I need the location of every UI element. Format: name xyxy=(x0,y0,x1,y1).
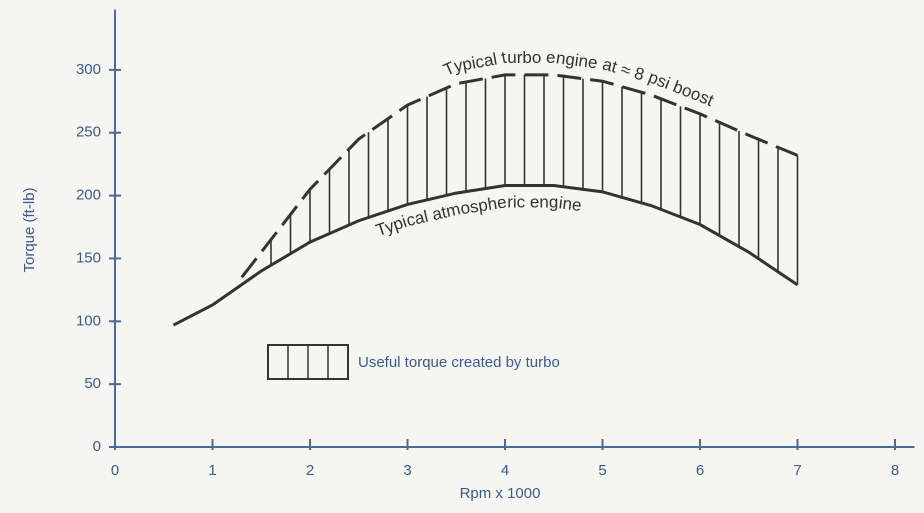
x-tick-label: 0 xyxy=(111,462,119,479)
x-axis-label: Rpm x 1000 xyxy=(460,485,541,502)
y-tick-label: 150 xyxy=(76,249,101,266)
y-tick-label: 100 xyxy=(76,312,101,329)
x-tick-label: 2 xyxy=(306,462,314,479)
legend-label: Useful torque created by turbo xyxy=(358,354,560,371)
x-tick-label: 8 xyxy=(891,462,899,479)
x-tick-label: 5 xyxy=(598,462,606,479)
y-tick-label: 200 xyxy=(76,187,101,204)
x-tick-label: 7 xyxy=(793,462,801,479)
x-tick-label: 3 xyxy=(403,462,411,479)
series-label-text: Typical atmospheric engine xyxy=(373,192,582,240)
y-tick-label: 250 xyxy=(76,124,101,141)
x-tick-label: 6 xyxy=(696,462,704,479)
series-line xyxy=(240,73,799,279)
series-line xyxy=(172,184,799,327)
series-label: Typical atmospheric engine xyxy=(373,192,582,240)
x-tick-label: 1 xyxy=(208,462,216,479)
y-tick-label: 300 xyxy=(76,61,101,78)
y-tick-label: 50 xyxy=(84,375,101,392)
y-tick-label: 0 xyxy=(93,438,101,455)
x-tick-label: 4 xyxy=(501,462,509,479)
y-axis-label: Torque (ft-lb) xyxy=(21,187,38,272)
